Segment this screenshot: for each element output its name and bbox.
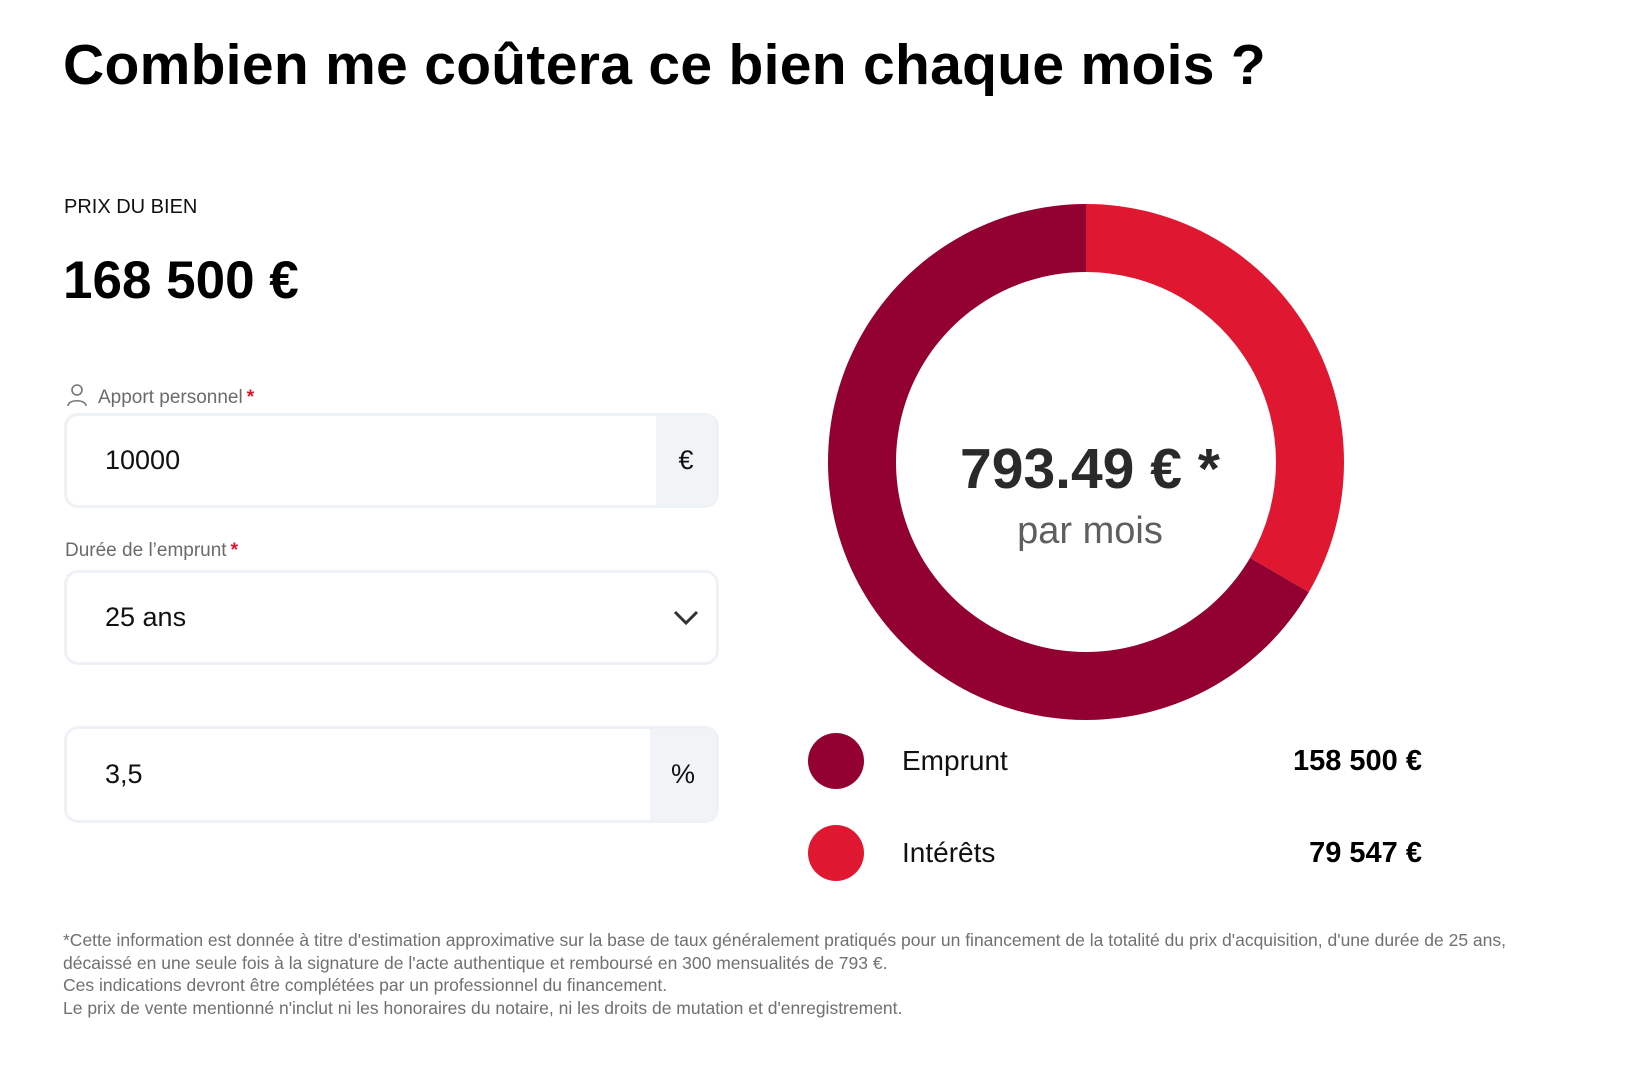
price-label: PRIX DU BIEN (64, 196, 198, 218)
legend-item-emprunt: Emprunt 158 500 € (808, 733, 1428, 789)
duree-value[interactable]: 25 ans (105, 602, 187, 632)
duree-label: Durée de l’emprunt * (65, 540, 238, 561)
required-mark: * (230, 540, 238, 561)
monthly-payment: 793.49 € * (960, 437, 1220, 501)
duree-select[interactable]: 25 ans (64, 570, 719, 665)
legend-label: Intérêts (902, 837, 996, 868)
donut-chart (828, 204, 1344, 721)
apport-label: Apport personnel * (66, 383, 254, 413)
legend-label: Emprunt (902, 745, 1008, 776)
price-value: 168 500 € (63, 251, 299, 310)
chevron-down-icon[interactable] (656, 573, 716, 662)
disclaimer-line: Le prix de vente mentionné n'inclut ni l… (63, 997, 903, 1018)
disclaimer-line: Ces indications devront être complétées … (63, 975, 668, 995)
page-title: Combien me coûtera ce bien chaque mois ? (63, 33, 1266, 97)
euro-unit: € (656, 416, 716, 505)
legend-value: 79 547 € (1309, 836, 1422, 869)
taux-value[interactable]: 3,5 (105, 759, 143, 789)
disclaimer: *Cette information est donnée à titre d'… (63, 929, 1563, 1019)
donut-slice-interets (1086, 204, 1344, 593)
required-mark: * (246, 387, 255, 408)
monthly-label: par mois (1017, 510, 1163, 552)
legend-value: 158 500 € (1292, 744, 1422, 777)
legend-dot-emprunt (808, 733, 864, 789)
percent-unit: % (650, 729, 716, 820)
apport-input[interactable]: 10000 € (64, 413, 719, 508)
disclaimer-line: *Cette information est donnée à titre d'… (63, 930, 1506, 973)
taux-input[interactable]: 3,5 % (64, 726, 719, 823)
user-icon (66, 383, 88, 413)
legend-dot-interets (808, 825, 864, 881)
apport-value[interactable]: 10000 (105, 445, 181, 475)
legend-item-interets: Intérêts 79 547 € (808, 825, 1428, 881)
